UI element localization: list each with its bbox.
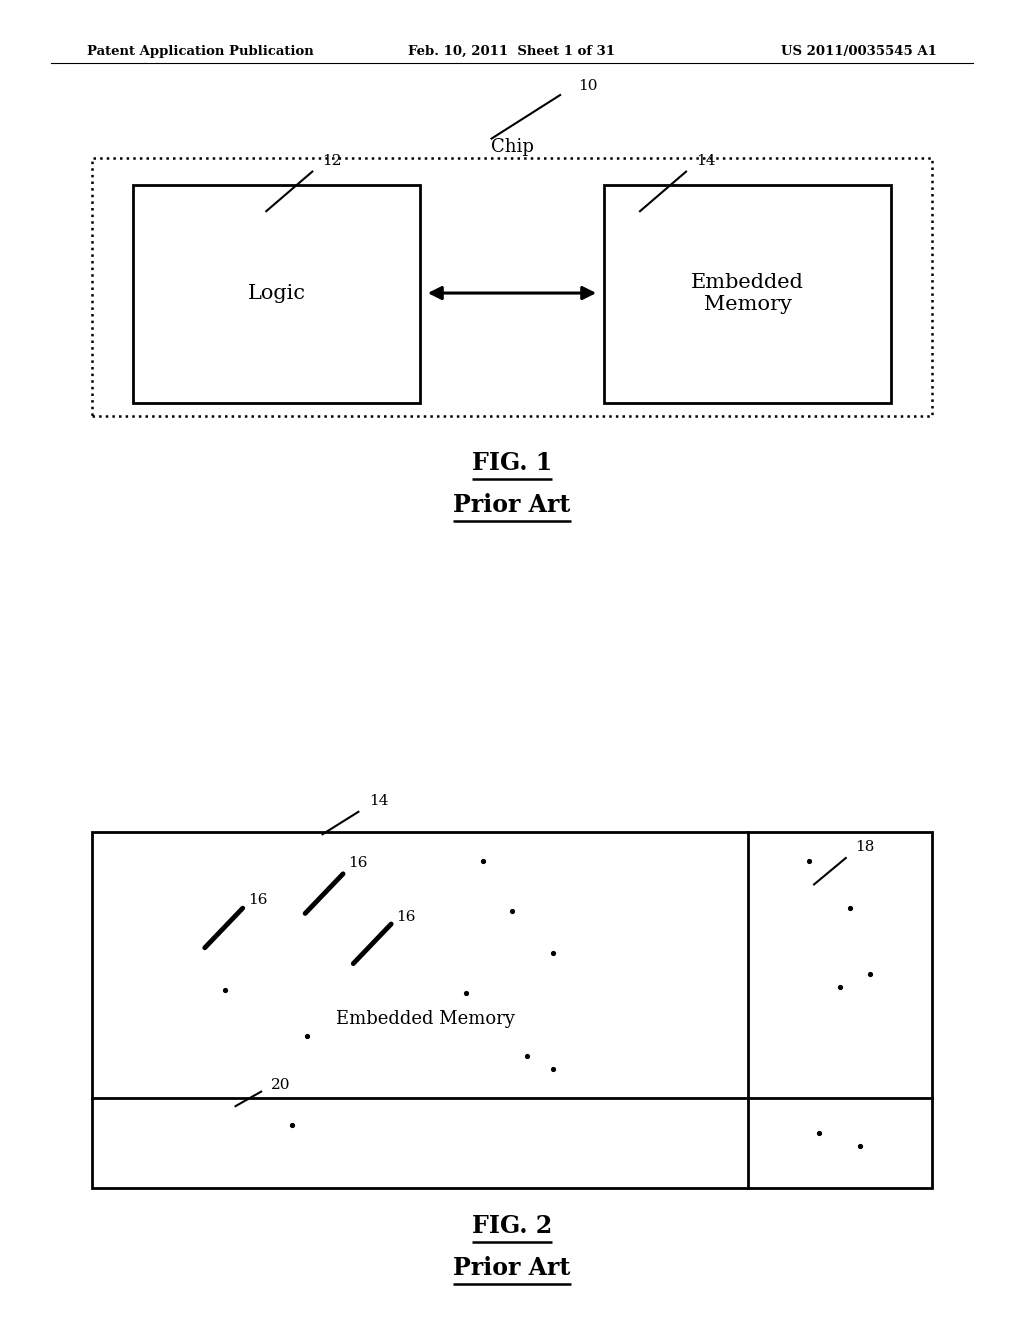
Text: Chip: Chip (490, 137, 534, 156)
Text: Embedded
Memory: Embedded Memory (691, 273, 804, 314)
Text: 20: 20 (271, 1078, 291, 1092)
Text: Feb. 10, 2011  Sheet 1 of 31: Feb. 10, 2011 Sheet 1 of 31 (409, 45, 615, 58)
Text: FIG. 1: FIG. 1 (472, 451, 552, 475)
Text: Prior Art: Prior Art (454, 1257, 570, 1280)
Text: US 2011/0035545 A1: US 2011/0035545 A1 (781, 45, 937, 58)
Text: FIG. 2: FIG. 2 (472, 1214, 552, 1238)
Text: 18: 18 (855, 841, 874, 854)
Text: Patent Application Publication: Patent Application Publication (87, 45, 313, 58)
Bar (92, 832, 932, 1188)
Bar (133, 185, 420, 403)
Text: 14: 14 (696, 154, 716, 168)
Text: Embedded Memory: Embedded Memory (336, 1010, 514, 1028)
Text: Prior Art: Prior Art (454, 494, 570, 517)
Text: Logic: Logic (248, 284, 305, 304)
Text: 14: 14 (369, 795, 388, 808)
Bar (92, 158, 932, 416)
Text: 12: 12 (323, 154, 342, 168)
Text: 16: 16 (248, 894, 267, 907)
Bar (604, 185, 891, 403)
Text: 16: 16 (348, 857, 368, 870)
Text: 10: 10 (579, 79, 598, 92)
Text: 16: 16 (396, 911, 416, 924)
